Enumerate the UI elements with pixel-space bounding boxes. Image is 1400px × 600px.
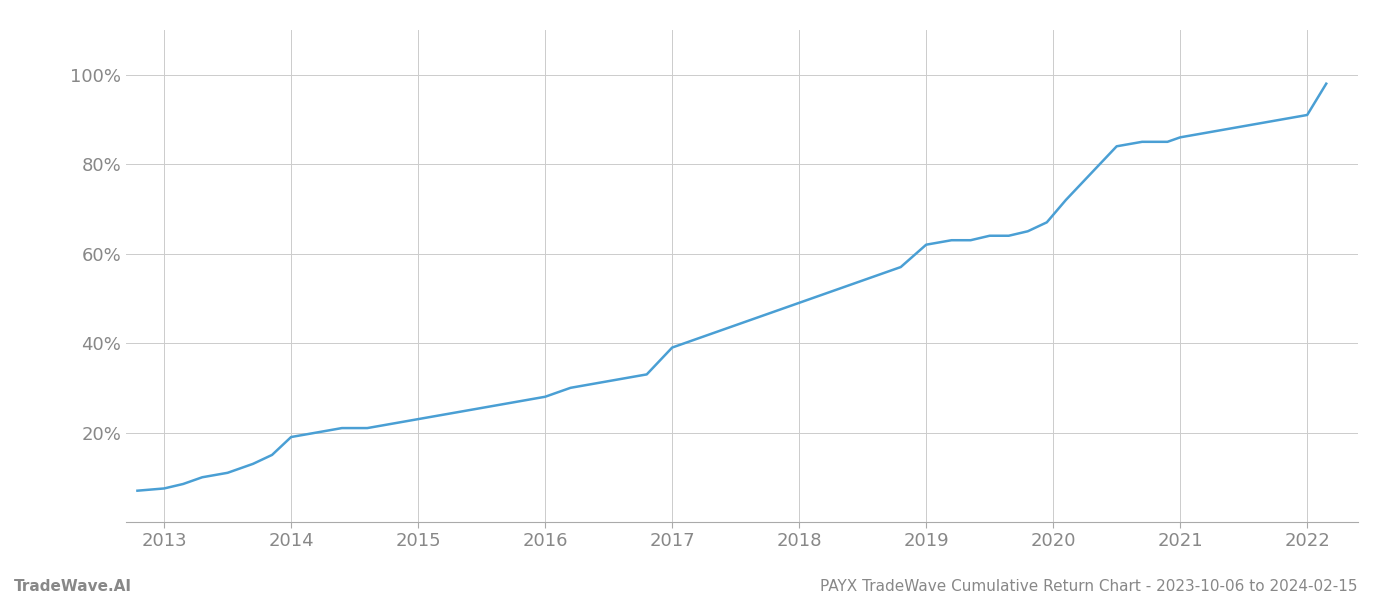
Text: TradeWave.AI: TradeWave.AI: [14, 579, 132, 594]
Text: PAYX TradeWave Cumulative Return Chart - 2023-10-06 to 2024-02-15: PAYX TradeWave Cumulative Return Chart -…: [820, 579, 1358, 594]
